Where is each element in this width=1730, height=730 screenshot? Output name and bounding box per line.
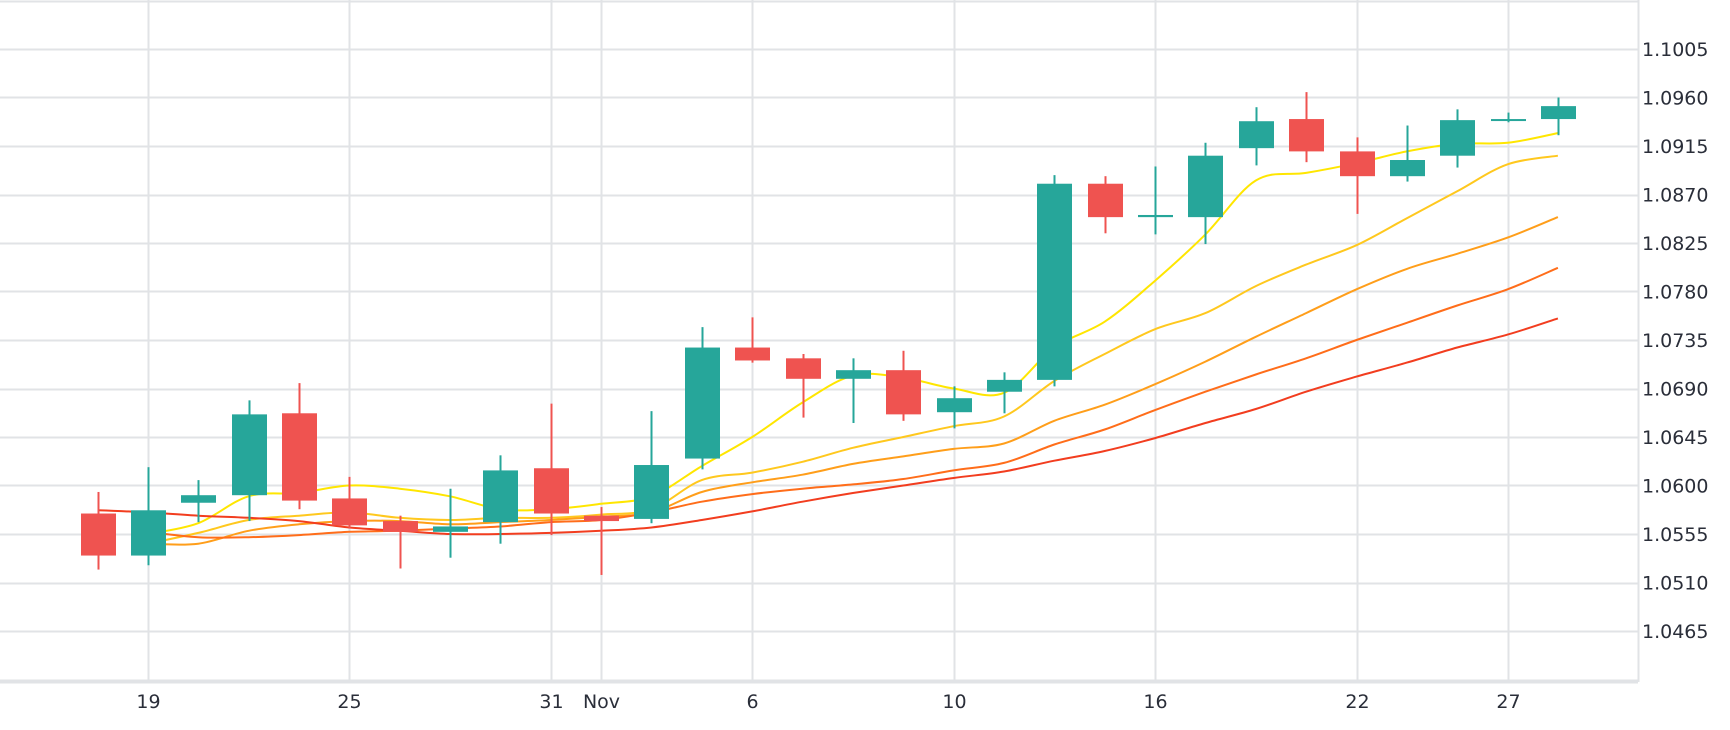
candle-body: [1390, 160, 1425, 177]
candle-body: [282, 413, 317, 501]
candle-body: [534, 468, 569, 514]
candle: [786, 354, 821, 418]
candle: [332, 476, 367, 529]
candle-body: [181, 495, 216, 503]
candle: [685, 327, 720, 470]
candle-body: [1340, 151, 1375, 177]
candle-body: [584, 515, 619, 522]
candle: [836, 358, 871, 423]
candle-body: [383, 521, 418, 532]
candle-body: [1239, 121, 1274, 149]
candle: [383, 515, 418, 569]
candle-body: [836, 370, 871, 379]
x-tick-label: 27: [1496, 691, 1520, 713]
candle: [1239, 107, 1274, 166]
candle: [1138, 166, 1173, 235]
candle-body: [886, 370, 921, 415]
x-tick-label: Nov: [583, 691, 620, 713]
candle: [937, 386, 972, 429]
candle-body: [1289, 119, 1324, 152]
candle: [1491, 112, 1526, 123]
candle: [1037, 175, 1072, 387]
candle-body: [232, 414, 267, 496]
candle: [1440, 109, 1475, 168]
moving-average-line-1: [147, 132, 1559, 535]
candle: [1390, 125, 1425, 182]
candle: [181, 480, 216, 523]
x-tick-label: 31: [539, 691, 563, 713]
candle-body: [786, 358, 821, 379]
candle-body: [483, 470, 518, 523]
y-tick-label: 1.0465: [1642, 621, 1708, 643]
candle: [634, 411, 669, 524]
candle: [232, 400, 267, 522]
candle: [534, 403, 569, 536]
candle-body: [987, 379, 1022, 392]
candle: [886, 350, 921, 421]
candle-body: [735, 347, 770, 361]
candle: [1541, 97, 1576, 136]
candle-body: [1037, 183, 1072, 380]
x-tick-label: 25: [337, 691, 361, 713]
candle: [1340, 137, 1375, 214]
axes: 1.1005 1.0960 1.0915 1.0870 1.0825 1.0780 1.07…: [136, 39, 1708, 713]
candle-body: [1088, 183, 1123, 218]
candle-body: [81, 513, 116, 556]
x-tick-label: 19: [136, 691, 160, 713]
candle-body: [1138, 214, 1173, 218]
y-tick-label: 1.0870: [1642, 185, 1708, 207]
x-tick-label: 22: [1345, 691, 1369, 713]
candle: [483, 455, 518, 544]
y-tick-label: 1.1005: [1642, 39, 1708, 61]
candle: [987, 372, 1022, 414]
candle-body: [685, 347, 720, 459]
candle: [433, 488, 468, 558]
candle: [1289, 92, 1324, 163]
candle-body: [1541, 106, 1576, 120]
candle: [1088, 176, 1123, 234]
candle-body: [1440, 120, 1475, 156]
candle: [81, 491, 116, 570]
y-tick-label: 1.0645: [1642, 427, 1708, 449]
candle: [1188, 142, 1223, 245]
candle-body: [1491, 119, 1526, 122]
moving-average-line-2: [147, 154, 1559, 545]
candle-body: [1188, 155, 1223, 218]
moving-average-line-5: [97, 317, 1559, 536]
y-tick-label: 1.0915: [1642, 136, 1708, 158]
candle-body: [131, 510, 166, 556]
candle-body: [433, 526, 468, 532]
y-tick-label: 1.0690: [1642, 379, 1708, 401]
y-tick-label: 1.0735: [1642, 330, 1708, 352]
x-tick-label: 16: [1143, 691, 1167, 713]
candle: [735, 317, 770, 363]
candle-body: [634, 465, 669, 519]
candle: [131, 467, 166, 566]
candle: [584, 507, 619, 575]
x-tick-label: 6: [746, 691, 758, 713]
y-tick-label: 1.0780: [1642, 282, 1708, 304]
moving-average-line-3: [147, 216, 1559, 546]
x-tick-label: 10: [942, 691, 966, 713]
y-tick-label: 1.0600: [1642, 476, 1708, 498]
y-tick-label: 1.0510: [1642, 573, 1708, 595]
candle-body: [332, 498, 367, 526]
candle-body: [937, 398, 972, 413]
y-tick-label: 1.0960: [1642, 88, 1708, 110]
grid-lines: [0, 0, 1640, 684]
y-tick-label: 1.0825: [1642, 233, 1708, 255]
y-tick-label: 1.0555: [1642, 524, 1708, 546]
candle: [282, 383, 317, 510]
candles: [81, 92, 1576, 575]
